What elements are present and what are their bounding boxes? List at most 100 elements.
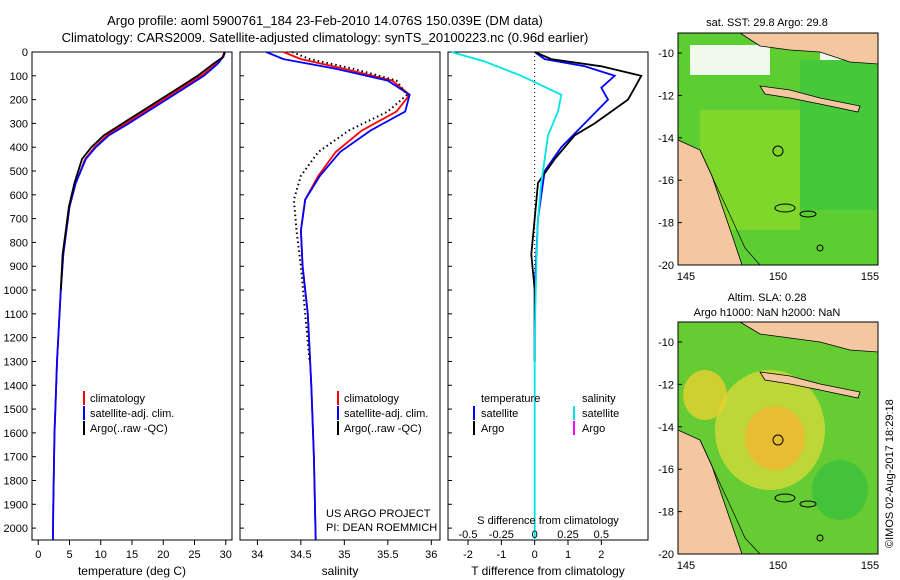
- legend-temperature-title: temperature: [481, 393, 540, 405]
- legend-label-argo: Argo(..raw -QC): [90, 423, 168, 435]
- series-line-s-satellite: [451, 51, 563, 540]
- credit-project: US ARGO PROJECT: [326, 508, 431, 520]
- reef-marker: [816, 534, 824, 542]
- map-lon-label: 155: [861, 271, 879, 283]
- figure-title-line1: Argo profile: aoml 5900761_184 23-Feb-20…: [107, 13, 543, 28]
- depth-tick-label: 1300: [4, 356, 28, 368]
- imos-stamp: ©IMOS 02-Aug-2017 18:29:18: [884, 399, 896, 548]
- figure-title-line2: Climatology: CARS2009. Satellite-adjuste…: [62, 30, 589, 45]
- legend-label-climatology: climatology: [344, 393, 400, 405]
- series-line-climatology: [283, 51, 411, 541]
- sla-map-title1: Altim. SLA: 0.28: [728, 292, 807, 304]
- x-axes: 0 5 10 15 20 25 30 34 34.5 35 35.5 36 -2 -1 0 1 2 -0.5 -0.…: [35, 529, 609, 561]
- map-lon-label: 145: [677, 271, 695, 283]
- sst-field-patch: [800, 60, 878, 210]
- depth-tick-label: 1100: [4, 309, 28, 321]
- x-tick-label: 0: [35, 549, 41, 561]
- map-lat-label: -14: [658, 133, 674, 145]
- map-lat-label: -20: [658, 260, 674, 272]
- legend-label-climatology: climatology: [90, 393, 146, 405]
- series-line-argo-raw-qc: [291, 51, 409, 362]
- depth-tick-label: 1900: [4, 499, 28, 511]
- depth-tick-label: 200: [10, 95, 28, 107]
- sla-low: [812, 460, 868, 520]
- depth-axis: 0 100 200 300 400 500 600 700 800 900 1000 1100 1200…: [4, 47, 452, 535]
- series-line-t-satellite: [533, 51, 617, 362]
- x-tick-label: 2: [598, 549, 604, 561]
- reef-outline: [774, 493, 796, 503]
- island-chain: [759, 371, 861, 399]
- legend-label-satellite: satellite-adj. clim.: [90, 408, 174, 420]
- temperature-xlabel: temperature (deg C): [78, 564, 186, 578]
- x-tick-label: 34.5: [290, 549, 311, 561]
- bathymetry-contour: [699, 149, 761, 266]
- x-tick-label: 30: [220, 549, 232, 561]
- depth-tick-label: 1800: [4, 475, 28, 487]
- depth-tick-label: 500: [10, 166, 28, 178]
- depth-tick-label: 800: [10, 237, 28, 249]
- map-lon-label: 155: [861, 560, 879, 572]
- map-lat-label: -10: [658, 48, 674, 60]
- depth-tick-label: 0: [22, 47, 28, 59]
- legend-salinity-title: salinity: [582, 393, 616, 405]
- depth-tick-label: 1500: [4, 404, 28, 416]
- depth-tick-label: 900: [10, 261, 28, 273]
- map-lat-label: -20: [658, 549, 674, 561]
- difference-panel-frame: [447, 51, 649, 541]
- depth-tick-label: 1400: [4, 380, 28, 392]
- map-lat-label: -14: [658, 422, 674, 434]
- legend-label-s-satellite: satellite: [582, 408, 619, 420]
- series-line-satellite-adj-clim: [52, 51, 226, 541]
- salinity-legend: climatology satellite-adj. clim. Argo(..…: [337, 391, 428, 435]
- sst-map-frame: [677, 32, 879, 266]
- x-tick-label: -1: [496, 549, 506, 561]
- argo-position-marker: [772, 434, 784, 446]
- island-chain: [759, 85, 861, 113]
- x-tick-label: 1: [565, 549, 571, 561]
- sst-cloud-mask: [690, 45, 770, 75]
- depth-tick-label: 100: [10, 71, 28, 83]
- map-lat-label: -16: [658, 464, 674, 476]
- x-tick-label: -2: [463, 549, 473, 561]
- x-tick-label: 36: [425, 549, 437, 561]
- sla-map: [677, 321, 879, 555]
- depth-tick-label: 2000: [4, 523, 28, 535]
- s-tick-label: -0.25: [489, 529, 514, 541]
- map-lon-label: 145: [677, 560, 695, 572]
- map-lon-label: 150: [769, 560, 787, 572]
- reef-marker: [816, 244, 824, 252]
- sla-anomaly-peak: [745, 406, 805, 470]
- s-tick-label: 0.25: [557, 529, 578, 541]
- series-line-argo-raw-qc: [59, 51, 226, 291]
- s-tick-label: 0: [532, 529, 538, 541]
- profile-curves: [52, 51, 643, 541]
- map-lat-label: -18: [658, 507, 674, 519]
- depth-tick-label: 1000: [4, 285, 28, 297]
- salinity-xlabel: salinity: [322, 564, 359, 578]
- sst-map-title: sat. SST: 29.8 Argo: 29.8: [706, 17, 828, 29]
- legend-label-satellite: satellite-adj. clim.: [344, 408, 428, 420]
- x-tick-label: 20: [157, 549, 169, 561]
- x-tick-label: 10: [95, 549, 107, 561]
- series-line-satellite-adj-clim: [265, 51, 411, 541]
- map-lon-label: 150: [769, 271, 787, 283]
- reef-outline: [799, 210, 817, 218]
- depth-tick-label: 1700: [4, 452, 28, 464]
- depth-tick-label: 400: [10, 142, 28, 154]
- x-tick-label: 15: [126, 549, 138, 561]
- legend-label-s-argo: Argo: [582, 423, 605, 435]
- x-tick-label: 34: [251, 549, 263, 561]
- series-line-t-argo: [530, 51, 643, 362]
- x-tick-label: 0: [532, 549, 538, 561]
- reef-outline: [774, 203, 796, 213]
- map-lat-label: -16: [658, 175, 674, 187]
- map-lat-label: -18: [658, 218, 674, 230]
- map-lat-label: -12: [658, 379, 674, 391]
- sla-map-frame: [677, 321, 879, 555]
- credit-pi: PI: DEAN ROEMMICH: [326, 522, 437, 534]
- map-lat-label: -10: [658, 337, 674, 349]
- series-line-climatology: [52, 51, 226, 541]
